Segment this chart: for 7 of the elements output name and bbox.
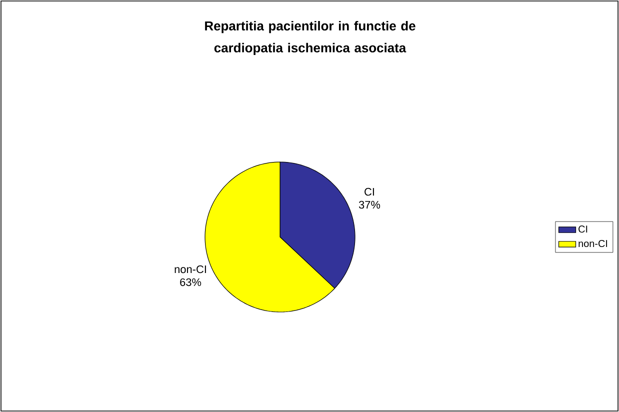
slice-label: non-CI bbox=[174, 265, 206, 274]
chart-title: Repartitia pacientilor in functie de cardiopatia ischemica asociata bbox=[205, 21, 416, 55]
slice-label: CI bbox=[364, 188, 374, 196]
data-label: 63% bbox=[180, 278, 202, 286]
legend-label: CI bbox=[578, 226, 588, 233]
data-label: 37% bbox=[358, 200, 380, 209]
legend-label: non-CI bbox=[578, 240, 608, 248]
